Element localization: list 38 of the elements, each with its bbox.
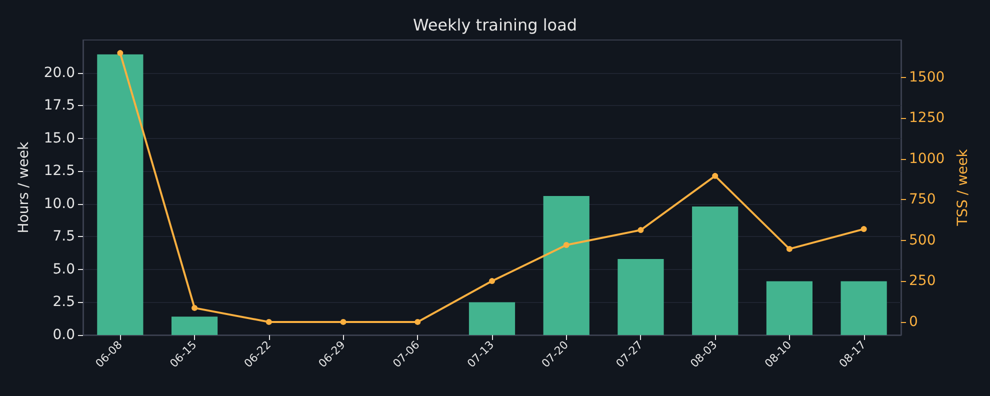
point [860, 226, 867, 232]
bar [97, 54, 144, 335]
point [489, 278, 495, 284]
point [414, 318, 421, 325]
point [786, 246, 792, 252]
bar [171, 316, 218, 335]
bar [692, 206, 738, 335]
y-tick-label: 10.0 [44, 196, 75, 212]
y-tick-label: 7.5 [52, 228, 75, 245]
point [712, 172, 718, 179]
y2-tick-label: 750 [909, 192, 936, 208]
bar [618, 258, 664, 335]
point [117, 50, 124, 56]
chart-title: Weekly training load [412, 16, 578, 34]
bar [468, 302, 516, 335]
y-tick-label: 17.5 [44, 98, 75, 114]
y-tick-label: 2.5 [52, 294, 75, 310]
bar [543, 196, 590, 335]
point [192, 304, 198, 311]
y2-tick-label: 1000 [909, 150, 945, 167]
y2-tick-label: 1250 [909, 110, 945, 126]
bar [840, 281, 887, 335]
y2-axis-title: TSS / week [955, 148, 971, 227]
point [266, 318, 272, 325]
y-tick-label: 0.0 [52, 327, 75, 343]
point [638, 227, 644, 234]
point [340, 318, 346, 325]
point [563, 242, 570, 248]
y-tick-label: 20.0 [44, 64, 75, 81]
y2-tick-label: 1500 [909, 69, 945, 86]
y2-tick-label: 0 [909, 314, 918, 330]
y-tick-label: 5.0 [52, 261, 75, 278]
y-tick-label: 12.5 [44, 163, 75, 180]
y-tick-label: 15.0 [44, 130, 75, 146]
y2-tick-label: 250 [909, 273, 936, 290]
y-axis-title: Hours / week [16, 140, 32, 234]
y2-tick-label: 500 [909, 232, 936, 248]
bar [766, 281, 813, 335]
